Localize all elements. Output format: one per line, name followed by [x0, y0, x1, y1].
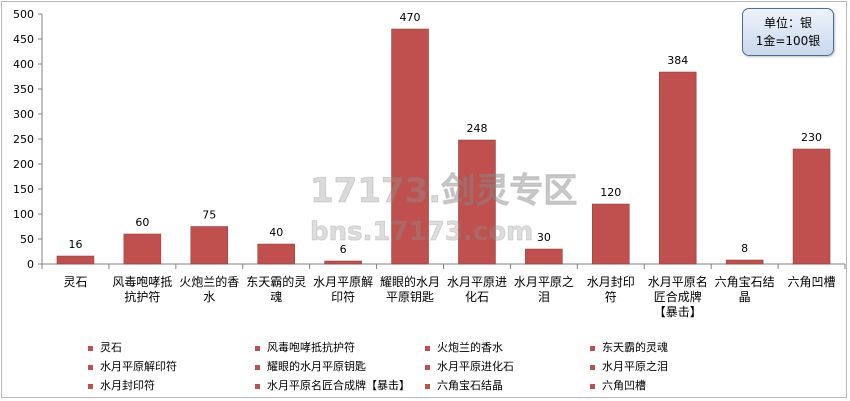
data-label: 40	[269, 226, 283, 239]
category-labels: 灵石 风毒咆哮抵抗护符火炮兰的香水东天霸的灵魂水月平原解印符耀眼的水月平原钥匙水月…	[63, 274, 835, 319]
category-label: 水月平原进	[447, 275, 507, 289]
data-label: 470	[400, 11, 421, 24]
y-tick-label: 400	[13, 58, 34, 71]
bar	[792, 148, 831, 265]
category-label: 东天霸的灵	[246, 274, 306, 289]
y-tick-label: 350	[13, 83, 34, 96]
y-tick-label: 500	[13, 8, 34, 21]
y-tick-label: 100	[13, 208, 34, 221]
data-label: 75	[202, 209, 216, 222]
bar	[391, 28, 429, 265]
category-label: 化石	[465, 290, 489, 304]
category-label: 火炮兰的香	[179, 274, 239, 289]
bar	[458, 139, 496, 265]
unit-note: 单位：银 1金=100银	[742, 8, 834, 56]
data-label: 60	[135, 216, 149, 229]
bar	[190, 226, 229, 265]
category-label: 晶	[739, 290, 751, 304]
bar	[725, 259, 764, 265]
y-axis: 0 50 100 150 200 250 300 350 400 450 500	[13, 8, 43, 271]
category-label: 风毒咆哮抵	[112, 274, 172, 289]
category-label: 水月平原解	[313, 275, 373, 289]
y-tick-label: 0	[27, 258, 34, 271]
data-label: 120	[600, 186, 621, 199]
data-label: 6	[340, 243, 347, 256]
bars	[56, 28, 831, 265]
data-label: 8	[741, 242, 748, 255]
exchange-line: 1金=100银	[755, 34, 821, 48]
category-label: 抗护符	[124, 289, 160, 304]
y-tick-label: 300	[13, 108, 34, 121]
bar	[658, 71, 697, 265]
category-label: 魂	[270, 289, 282, 304]
category-label: 灵石	[63, 275, 87, 289]
unit-line: 单位：银	[763, 16, 812, 30]
category-label: 水月封印	[587, 275, 635, 289]
y-tick-label: 150	[13, 183, 34, 196]
category-label: 符	[605, 289, 617, 304]
category-label: 匠合成牌	[654, 289, 702, 304]
category-label: 泪	[538, 290, 550, 304]
data-labels: 16 60 75 40 6 470 248 30 120 384 8 230	[68, 11, 822, 256]
category-label: 【暴击】	[654, 305, 702, 319]
y-tick-label: 450	[13, 33, 34, 46]
category-label: 六角宝石结	[715, 275, 775, 289]
bar	[525, 248, 563, 265]
bar	[257, 243, 295, 265]
category-label: 平原钥匙	[386, 290, 434, 304]
category-label: 水月平原名	[648, 274, 708, 289]
data-label: 384	[667, 54, 688, 67]
y-tick-label: 50	[20, 233, 34, 246]
category-label: 六角凹槽	[788, 275, 836, 289]
data-label: 248	[466, 122, 487, 135]
data-label: 230	[801, 131, 822, 144]
category-label: 水	[203, 290, 215, 304]
bar	[592, 203, 630, 265]
data-label: 16	[68, 238, 82, 251]
y-tick-label: 200	[13, 158, 34, 171]
data-label: 30	[537, 231, 551, 244]
bar	[324, 260, 362, 265]
category-label: 印符	[331, 289, 355, 304]
bar	[123, 233, 162, 265]
y-tick-label: 250	[13, 133, 34, 146]
bar	[56, 255, 95, 265]
x-axis	[41, 263, 846, 269]
category-label: 耀眼的水月	[380, 274, 440, 289]
category-label: 水月平原之	[514, 275, 574, 289]
